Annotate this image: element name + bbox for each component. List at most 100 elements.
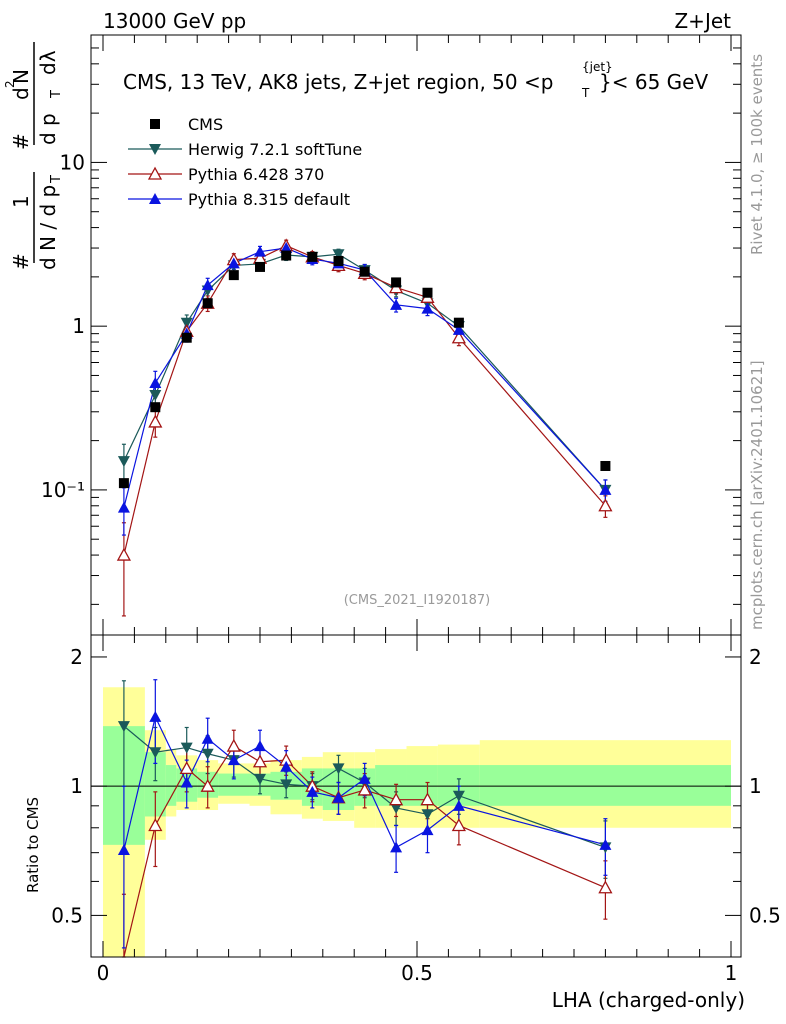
ylabel-T: T (49, 175, 64, 184)
ratio-point-pythia-6-428-370 (420, 792, 435, 806)
main-point-pythia-8-315-default (201, 279, 214, 291)
ratio-xtick-label: 0.5 (401, 961, 433, 985)
main-point-cms (281, 250, 292, 261)
header-right: Z+Jet (674, 9, 731, 33)
ratio-ytick-label-left: 0.5 (51, 903, 83, 927)
legend-label-herwig-7-2-1-softtune: Herwig 7.2.1 softTune (188, 140, 362, 159)
ratio-point-pythia-8-315-default (452, 799, 465, 811)
ylabel-N: N (9, 69, 33, 84)
ratio-point-pythia-6-428-370 (357, 782, 372, 796)
legend-marker-pythia-6-428-370 (147, 166, 163, 180)
ratio-point-pythia-8-315-default (358, 772, 371, 784)
main-point-pythia-6-428-370 (116, 547, 132, 561)
main-ylabel: # 1 d N / d p T # d 2 N d p T dλ (3, 42, 64, 270)
main-point-pythia-8-315-default (280, 242, 293, 254)
ratio-point-herwig-7-2-1-softtune (421, 809, 434, 821)
main-title-jet: {jet} (582, 60, 613, 74)
main-point-herwig-7-2-1-softtune (117, 456, 130, 468)
ratio-data-layer (117, 679, 613, 958)
main-point-cms (150, 402, 161, 413)
ratio-point-pythia-8-315-default (599, 838, 612, 850)
ratio-point-pythia-8-315-default (421, 824, 434, 836)
ylabel-dN: d N / d p (36, 185, 60, 270)
main-title-end: }< 65 GeV (599, 70, 708, 94)
main-point-pythia-8-315-default (149, 376, 162, 388)
main-point-pythia-6-428-370 (148, 414, 163, 428)
ratio-point-pythia-8-315-default (254, 740, 266, 752)
main-point-cms (422, 287, 433, 298)
main-title: CMS, 13 TeV, AK8 jets, Z+jet region, 50 … (123, 70, 553, 94)
main-point-pythia-8-315-default (452, 323, 465, 335)
main-point-cms (202, 298, 213, 309)
main-point-cms (228, 270, 239, 281)
ratio-point-pythia-8-315-default (332, 791, 345, 803)
ratio-band-green (165, 765, 177, 806)
ratio-point-pythia-6-428-370 (252, 754, 268, 768)
x-axis-label: LHA (charged-only) (552, 988, 745, 1012)
ratio-point-herwig-7-2-1-softtune (332, 763, 345, 775)
main-point-cms (255, 261, 265, 272)
ratio-point-pythia-6-428-370 (200, 778, 215, 792)
ratio-ytick-label-right: 1 (749, 774, 762, 798)
ratio-point-pythia-6-428-370 (451, 818, 466, 832)
main-point-cms (118, 478, 129, 489)
ratio-band-green (479, 765, 731, 806)
ratio-frame (90, 634, 742, 958)
ratio-ytick-label-left: 1 (70, 774, 83, 798)
ratio-point-pythia-8-315-default (180, 776, 193, 788)
ylabel-sup2: 2 (3, 80, 17, 88)
main-point-cms (181, 332, 192, 343)
ratio-band-green (406, 765, 438, 806)
main-point-herwig-7-2-1-softtune (332, 249, 345, 261)
ratio-point-herwig-7-2-1-softtune (149, 747, 162, 759)
ylabel-d2N: d (9, 87, 33, 100)
ratio-point-pythia-8-315-default (149, 710, 162, 722)
ylabel-T2: T (49, 90, 64, 99)
ratio-point-herwig-7-2-1-softtune (390, 802, 403, 814)
main-ytick-label: 10⁻¹ (41, 478, 85, 502)
main-point-cms (307, 251, 318, 262)
ratio-panel: 0.5 0.5 1 1 2 2 0 0.5 1 (51, 634, 781, 985)
ratio-point-herwig-7-2-1-softtune (254, 773, 266, 785)
main-title-T: T (581, 86, 590, 100)
ratio-line-pythia-8-315-default (123, 715, 606, 851)
ratio-point-herwig-7-2-1-softtune (452, 790, 465, 802)
ratio-band-green (218, 773, 250, 796)
ratio-ytick-label-left: 2 (70, 645, 83, 669)
ylabel-one: 1 (9, 195, 33, 208)
main-line-pythia-6-428-370 (123, 245, 606, 556)
ratio-point-herwig-7-2-1-softtune (280, 779, 293, 791)
ratio-point-pythia-6-428-370 (148, 818, 163, 832)
ratio-point-herwig-7-2-1-softtune (117, 721, 130, 733)
main-point-pythia-8-315-default (421, 302, 434, 314)
ratio-xtick-label: 1 (725, 961, 738, 985)
ratio-xtick-label: 0 (97, 961, 110, 985)
ratio-point-pythia-6-428-370 (179, 761, 194, 775)
ratio-point-pythia-8-315-default (306, 785, 319, 797)
legend-label-pythia-6-428-370: Pythia 6.428 370 (188, 165, 324, 184)
main-point-pythia-8-315-default (227, 257, 240, 269)
rivet-label: Rivet 4.1.0, ≥ 100k events (748, 54, 766, 255)
legend-marker-cms (150, 119, 160, 129)
ratio-band-green (375, 765, 407, 806)
ratio-point-pythia-8-315-default (201, 732, 214, 744)
main-ytick-label: 1 (72, 314, 85, 338)
main-point-pythia-6-428-370 (598, 498, 613, 512)
main-point-pythia-8-315-default (390, 298, 403, 310)
ylabel-hash2: # (9, 133, 33, 150)
ratio-point-pythia-8-315-default (390, 841, 403, 853)
legend-marker-pythia-8-315-default (149, 193, 161, 204)
legend: CMS Herwig 7.2.1 softTune Pythia 6.428 370… (128, 115, 362, 209)
ratio-axes: 0.5 0.5 1 1 2 2 0 0.5 1 (51, 635, 781, 985)
ratio-ytick-label-right: 2 (749, 645, 762, 669)
main-point-pythia-8-315-default (254, 245, 266, 257)
ylabel-dpT: d p (36, 113, 60, 145)
main-panel: 10⁻¹ 1 10 CMS, 13 TeV, AK8 jets, Z+jet reg… (41, 34, 742, 636)
main-point-pythia-8-315-default (117, 501, 130, 513)
main-line-herwig-7-2-1-softtune (123, 253, 606, 491)
main-point-cms (391, 277, 402, 288)
main-point-cms (359, 266, 370, 277)
ylabel-hash: # (9, 253, 33, 270)
ratio-ylabel: Ratio to CMS (24, 797, 42, 893)
main-point-herwig-7-2-1-softtune (180, 317, 193, 329)
